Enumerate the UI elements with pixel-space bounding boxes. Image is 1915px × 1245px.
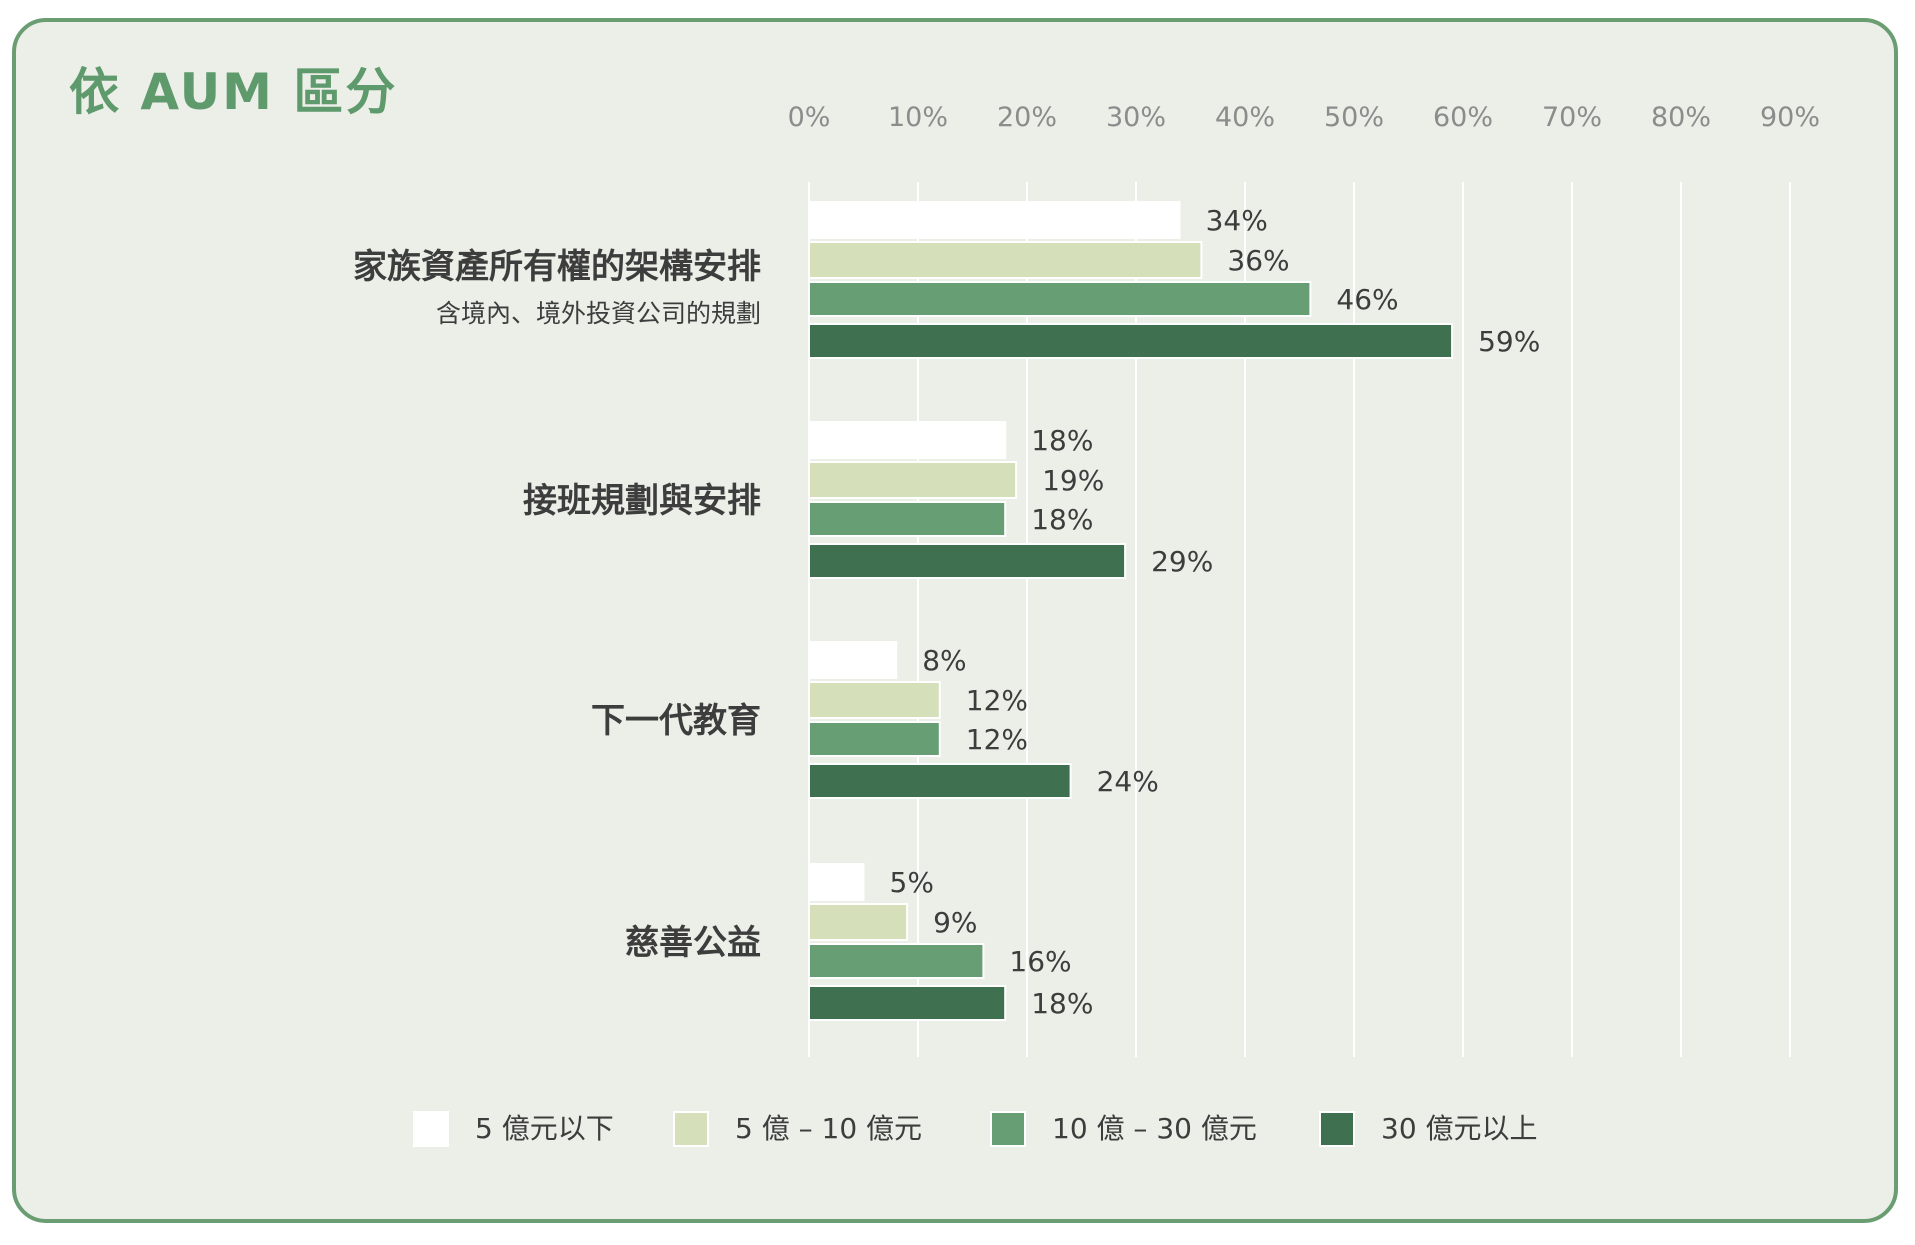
legend-label: 5 億 – 10 億元 bbox=[735, 1112, 923, 1145]
bar-value-label: 12% bbox=[966, 684, 1028, 717]
bar-value-label: 59% bbox=[1478, 325, 1540, 358]
x-tick-label: 10% bbox=[888, 102, 948, 133]
category-label: 接班規劃與安排 bbox=[523, 481, 761, 521]
bar bbox=[808, 985, 1007, 1021]
bar bbox=[808, 241, 1203, 279]
bar-value-label: 5% bbox=[890, 866, 934, 899]
bar-value-label: 12% bbox=[966, 723, 1028, 756]
x-tick-label: 50% bbox=[1324, 102, 1384, 133]
x-tick-label: 0% bbox=[788, 102, 831, 133]
legend-swatch bbox=[990, 1111, 1026, 1147]
bar-value-label: 18% bbox=[1031, 424, 1093, 457]
x-tick-label: 90% bbox=[1760, 102, 1820, 133]
chart-title: 依 AUM 區分 bbox=[69, 63, 398, 121]
legend-swatch bbox=[673, 1111, 709, 1147]
bar bbox=[808, 681, 941, 719]
bar-value-label: 24% bbox=[1097, 765, 1159, 798]
bar bbox=[808, 903, 909, 941]
bar-value-label: 16% bbox=[1009, 945, 1071, 978]
bar-value-label: 36% bbox=[1227, 244, 1289, 277]
legend-swatch bbox=[413, 1111, 449, 1147]
bar bbox=[808, 421, 1007, 459]
bar-value-label: 8% bbox=[922, 644, 966, 677]
x-tick-label: 40% bbox=[1215, 102, 1275, 133]
bar-chart: 0% 10% 20% 30% 40% 50% 60% 70% 80% 90% 家族資產所有權的架構安… bbox=[353, 102, 1820, 1057]
bar-value-label: 19% bbox=[1042, 464, 1104, 497]
bar-value-label: 46% bbox=[1336, 283, 1398, 316]
x-tick-label: 20% bbox=[997, 102, 1057, 133]
category-label: 家族資產所有權的架構安排 bbox=[353, 247, 761, 287]
bar bbox=[808, 501, 1007, 537]
legend-swatch bbox=[1319, 1111, 1355, 1147]
bar bbox=[808, 641, 898, 679]
bar bbox=[808, 763, 1072, 799]
bar bbox=[808, 281, 1312, 317]
legend-label: 5 億元以下 bbox=[475, 1112, 614, 1145]
bar-value-label: 9% bbox=[933, 906, 977, 939]
category-sublabel: 含境內、境外投資公司的規劃 bbox=[436, 299, 761, 328]
category-label: 慈善公益 bbox=[625, 923, 761, 963]
x-tick-label: 30% bbox=[1106, 102, 1166, 133]
bar bbox=[808, 323, 1454, 359]
bar bbox=[808, 863, 865, 901]
x-tick-label: 70% bbox=[1542, 102, 1602, 133]
legend-label: 10 億 – 30 億元 bbox=[1052, 1112, 1257, 1145]
bar bbox=[808, 721, 941, 757]
bar bbox=[808, 543, 1127, 579]
category-label: 下一代教育 bbox=[591, 701, 761, 741]
bar-value-label: 34% bbox=[1206, 204, 1268, 237]
bar-value-label: 18% bbox=[1031, 987, 1093, 1020]
bar-value-label: 29% bbox=[1151, 545, 1213, 578]
x-tick-label: 60% bbox=[1433, 102, 1493, 133]
bar bbox=[808, 201, 1181, 239]
x-tick-label: 80% bbox=[1651, 102, 1711, 133]
chart-card: 依 AUM 區分 0% 10% 20% 30% 40% 50% 60% 70% 80% 90% 家族… bbox=[12, 18, 1898, 1223]
bar bbox=[808, 461, 1018, 499]
bar bbox=[808, 943, 985, 979]
bar-value-label: 18% bbox=[1031, 503, 1093, 536]
legend-label: 30 億元以上 bbox=[1381, 1112, 1538, 1145]
